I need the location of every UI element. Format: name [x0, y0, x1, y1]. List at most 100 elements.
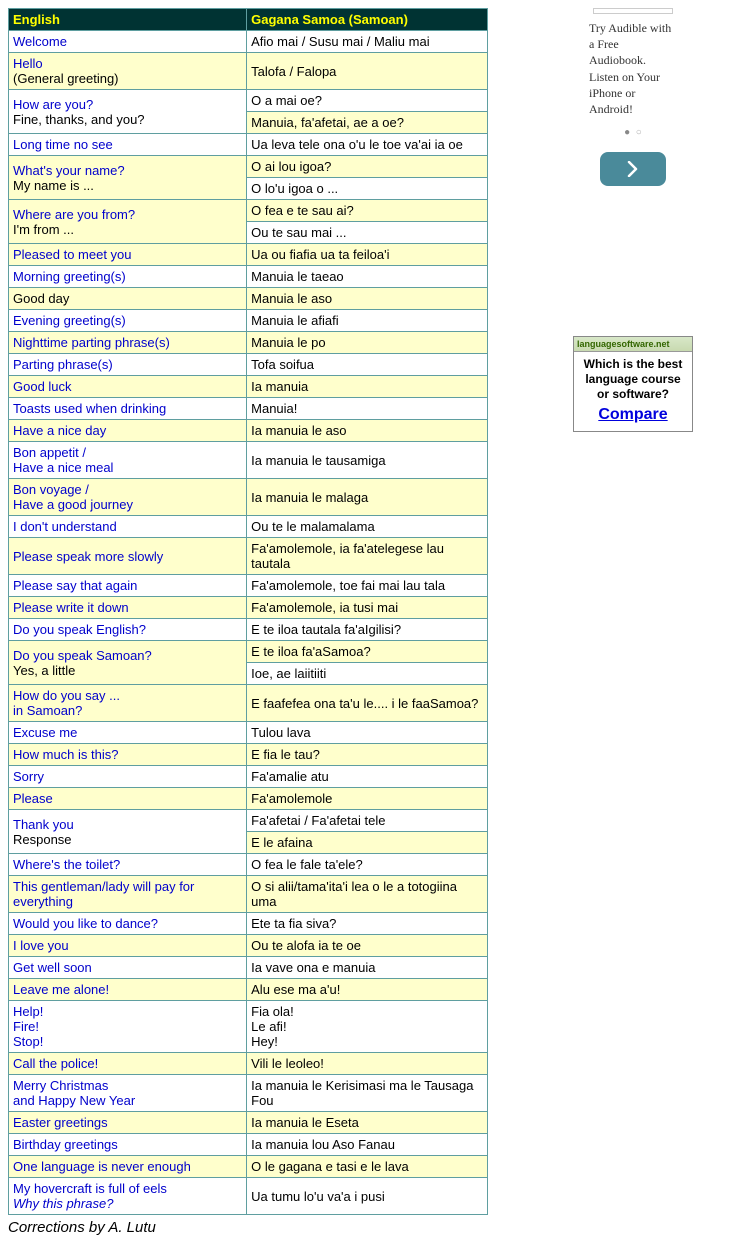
samoan-cell: Ia manuia le Eseta — [247, 1112, 488, 1134]
phrase-link[interactable]: Parting phrase(s) — [13, 357, 113, 372]
phrase-link[interactable]: Do you speak English? — [13, 622, 146, 637]
english-cell: Parting phrase(s) — [9, 354, 247, 376]
phrase-link[interactable]: Have a nice meal — [13, 460, 113, 475]
phrase-link[interactable]: Bon voyage / — [13, 482, 89, 497]
phrase-link[interactable]: Birthday greetings — [13, 1137, 118, 1152]
samoan-cell: Ia manuia — [247, 376, 488, 398]
table-row: My hovercraft is full of eelsWhy this ph… — [9, 1178, 488, 1215]
phrase-link[interactable]: and Happy New Year — [13, 1093, 135, 1108]
english-cell: Pleased to meet you — [9, 244, 247, 266]
samoan-cell: Tofa soifua — [247, 354, 488, 376]
samoan-cell: Manuia, fa'afetai, ae a oe? — [247, 112, 488, 134]
phrase-link[interactable]: Do you speak Samoan? — [13, 648, 152, 663]
table-row: Parting phrase(s) Tofa soifua — [9, 354, 488, 376]
samoan-cell: Ia manuia le tausamiga — [247, 442, 488, 479]
phrase-link[interactable]: Good luck — [13, 379, 72, 394]
phrase-link[interactable]: Merry Christmas — [13, 1078, 108, 1093]
phrase-link[interactable]: Have a nice day — [13, 423, 106, 438]
audible-ad-text[interactable]: Try Audible with a Free Audiobook. Liste… — [589, 20, 677, 117]
phrase-text: Good day — [13, 291, 69, 306]
table-row: Help!Fire!Stop!Fia ola!Le afi!Hey! — [9, 1001, 488, 1053]
phrase-link[interactable]: Long time no see — [13, 137, 113, 152]
phrase-link[interactable]: How are you? — [13, 97, 93, 112]
phrase-link[interactable]: Have a good journey — [13, 497, 133, 512]
table-row: Please say that againFa'amolemole, toe f… — [9, 575, 488, 597]
phrase-link[interactable]: Fire! — [13, 1019, 39, 1034]
samoan-cell: Tulou lava — [247, 722, 488, 744]
phrase-link[interactable]: Evening greeting(s) — [13, 313, 126, 328]
phrase-link[interactable]: I love you — [13, 938, 69, 953]
compare-line2: language course — [585, 372, 680, 386]
table-row: Good dayManuia le aso — [9, 288, 488, 310]
english-cell: Welcome — [9, 31, 247, 53]
compare-ad-body: Which is the best language course or sof… — [574, 352, 692, 431]
phrase-link[interactable]: This gentleman/lady will pay for everyth… — [13, 879, 194, 909]
english-cell: Please write it down — [9, 597, 247, 619]
samoan-cell: O le gagana e tasi e le lava — [247, 1156, 488, 1178]
samoan-cell: Talofa / Falopa — [247, 53, 488, 90]
phrase-link[interactable]: Why this phrase? — [13, 1196, 113, 1211]
phrase-link[interactable]: Get well soon — [13, 960, 92, 975]
phrase-link[interactable]: Where's the toilet? — [13, 857, 120, 872]
phrase-link[interactable]: I don't understand — [13, 519, 117, 534]
samoan-cell: Ua tumu lo'u va'a i pusi — [247, 1178, 488, 1215]
phrase-subtext: Fine, thanks, and you? — [13, 112, 145, 127]
table-row: Excuse me Tulou lava — [9, 722, 488, 744]
phrase-link[interactable]: How much is this? — [13, 747, 118, 762]
samoan-cell: Vili le leoleo! — [247, 1053, 488, 1075]
phrase-link[interactable]: Where are you from? — [13, 207, 135, 222]
english-cell: Morning greeting(s) — [9, 266, 247, 288]
phrase-link[interactable]: Pleased to meet you — [13, 247, 132, 262]
english-cell: I love you — [9, 935, 247, 957]
phrase-subtext: My name is ... — [13, 178, 94, 193]
samoan-cell: Ia vave ona e manuia — [247, 957, 488, 979]
phrase-link[interactable]: Easter greetings — [13, 1115, 108, 1130]
table-row: I love youOu te alofa ia te oe — [9, 935, 488, 957]
samoan-cell: Manuia! — [247, 398, 488, 420]
samoan-cell: Ua leva tele ona o'u le toe va'ai ia oe — [247, 134, 488, 156]
phrase-link[interactable]: Help! — [13, 1004, 43, 1019]
phrase-link[interactable]: Would you like to dance? — [13, 916, 158, 931]
english-cell: Help!Fire!Stop! — [9, 1001, 247, 1053]
phrase-link[interactable]: Please speak more slowly — [13, 549, 163, 564]
phrase-link[interactable]: Bon appetit / — [13, 445, 86, 460]
phrase-link[interactable]: My hovercraft is full of eels — [13, 1181, 167, 1196]
table-row: Do you speak English?E te iloa tautala f… — [9, 619, 488, 641]
compare-ad[interactable]: languagesoftware.net Which is the best l… — [573, 336, 693, 432]
english-cell: How do you say ...in Samoan? — [9, 685, 247, 722]
phrase-link[interactable]: Call the police! — [13, 1056, 98, 1071]
samoan-cell: Ia manuia le aso — [247, 420, 488, 442]
samoan-cell: Ia manuia lou Aso Fanau — [247, 1134, 488, 1156]
phrase-link[interactable]: One language is never enough — [13, 1159, 191, 1174]
phrase-link[interactable]: Welcome — [13, 34, 67, 49]
samoan-cell: E te iloa fa'aSamoa? — [247, 641, 488, 663]
phrase-link[interactable]: Thank you — [13, 817, 74, 832]
header-english: English — [9, 9, 247, 31]
samoan-cell: Manuia le afiafi — [247, 310, 488, 332]
english-cell: Get well soon — [9, 957, 247, 979]
phrase-link[interactable]: in Samoan? — [13, 703, 82, 718]
phrase-link[interactable]: What's your name? — [13, 163, 125, 178]
ad-placeholder — [593, 8, 673, 14]
phrase-link[interactable]: Please say that again — [13, 578, 137, 593]
phrase-link[interactable]: Leave me alone! — [13, 982, 109, 997]
phrase-link[interactable]: Please — [13, 791, 53, 806]
carousel-dots: ● ○ — [624, 127, 642, 138]
english-cell: Would you like to dance? — [9, 913, 247, 935]
compare-cta-link[interactable]: Compare — [578, 405, 688, 425]
phrase-link[interactable]: Nighttime parting phrase(s) — [13, 335, 170, 350]
english-cell: Please say that again — [9, 575, 247, 597]
samoan-cell: Ioe, ae laiitiiti — [247, 663, 488, 685]
phrase-link[interactable]: Stop! — [13, 1034, 43, 1049]
phrase-link[interactable]: Please write it down — [13, 600, 129, 615]
phrase-link[interactable]: Sorry — [13, 769, 44, 784]
table-row: Thank youResponseFa'afetai / Fa'afetai t… — [9, 810, 488, 832]
carousel-next-button[interactable] — [600, 152, 666, 186]
phrase-link[interactable]: How do you say ... — [13, 688, 120, 703]
phrase-link[interactable]: Morning greeting(s) — [13, 269, 126, 284]
phrase-link[interactable]: Hello — [13, 56, 43, 71]
english-cell: My hovercraft is full of eelsWhy this ph… — [9, 1178, 247, 1215]
english-cell: Where are you from?I'm from ... — [9, 200, 247, 244]
phrase-link[interactable]: Excuse me — [13, 725, 77, 740]
phrase-link[interactable]: Toasts used when drinking — [13, 401, 166, 416]
